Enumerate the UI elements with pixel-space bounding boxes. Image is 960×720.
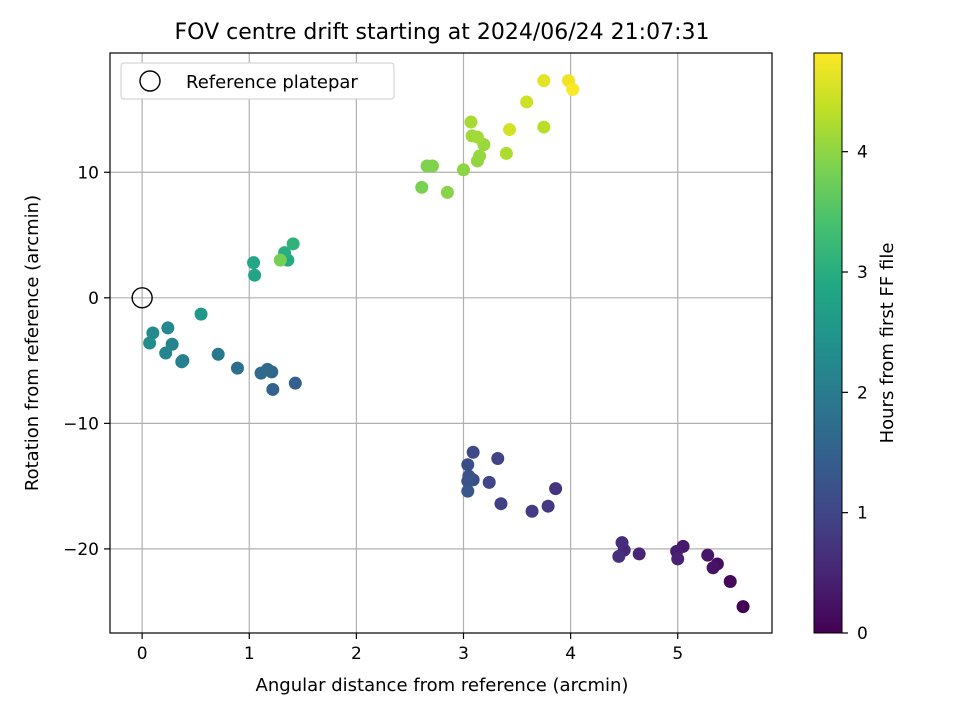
- scatter-point: [541, 499, 555, 513]
- scatter-point: [461, 474, 475, 488]
- scatter-point: [415, 180, 429, 194]
- scatter-point: [146, 326, 160, 340]
- legend-marker: [139, 70, 161, 92]
- scatter-point: [266, 382, 280, 396]
- scatter-point: [566, 82, 580, 96]
- colorbar-tick-label: 4: [857, 143, 868, 163]
- scatter-point: [537, 120, 551, 134]
- scatter-point: [440, 185, 454, 199]
- scatter-point: [230, 361, 244, 375]
- scatter-point: [286, 237, 300, 251]
- scatter-point: [499, 146, 513, 160]
- colorbar-tick-label: 1: [857, 504, 868, 524]
- scatter-point: [503, 123, 517, 137]
- scatter-point: [520, 95, 534, 109]
- legend-entry-label: Reference platepar: [186, 72, 358, 93]
- scatter-point: [466, 445, 480, 459]
- scatter-point: [175, 355, 189, 369]
- scatter-point: [706, 561, 720, 575]
- y-axis-label: Rotation from reference (arcmin): [22, 195, 43, 491]
- scatter-point: [736, 600, 750, 614]
- scatter-point: [161, 321, 175, 335]
- scatter-point: [211, 347, 225, 361]
- scatter-point: [461, 458, 475, 472]
- scatter-point: [549, 482, 563, 496]
- grid: [110, 53, 772, 633]
- legend: Reference platepar: [120, 62, 395, 100]
- scatter-point: [615, 536, 629, 550]
- colorbar: [813, 52, 843, 634]
- y-tick-label: 10: [77, 163, 99, 183]
- scatter-point: [723, 575, 737, 589]
- x-tick-label: 3: [458, 644, 469, 664]
- x-tick-label: 2: [351, 644, 362, 664]
- scatter-point: [247, 256, 261, 270]
- y-tick-label: −10: [63, 414, 99, 434]
- scatter-point: [470, 130, 484, 144]
- scatter-point: [143, 336, 157, 350]
- x-tick-label: 1: [244, 644, 255, 664]
- scatter-series: [131, 74, 750, 614]
- scatter-point: [159, 346, 173, 360]
- scatter-point: [537, 74, 551, 88]
- colorbar-ticks: 0 1 2 3 4: [842, 143, 868, 644]
- colorbar-label: Hours from first FF file: [877, 243, 898, 444]
- scatter-point: [425, 159, 439, 173]
- scatter-point: [494, 497, 508, 511]
- scatter-point: [248, 268, 262, 282]
- scatter-point: [456, 163, 470, 177]
- colorbar-tick-label: 0: [857, 624, 868, 644]
- scatter-point: [632, 547, 646, 561]
- scatter-point: [671, 552, 685, 566]
- scatter-point: [273, 253, 287, 267]
- scatter-point: [194, 307, 208, 321]
- axis-ticks: 0 1 2 3 4 5 −20 −10 0 10: [63, 163, 683, 664]
- legend-box: [120, 62, 395, 100]
- scatter-point: [482, 475, 496, 489]
- scatter-point: [254, 366, 268, 380]
- scatter-point: [612, 549, 626, 563]
- y-tick-label: 0: [88, 289, 99, 309]
- x-tick-label: 5: [672, 644, 683, 664]
- reference-marker: [131, 287, 153, 309]
- scatter-point: [461, 484, 475, 498]
- scatter-point: [491, 451, 505, 465]
- scatter-point: [525, 504, 539, 518]
- scatter-point: [464, 115, 478, 129]
- colorbar-tick-label: 3: [857, 263, 868, 283]
- y-tick-label: −20: [63, 540, 99, 560]
- scatter-point: [473, 149, 487, 163]
- scatter-point: [288, 376, 302, 390]
- x-tick-label: 4: [565, 644, 576, 664]
- scatter-point: [701, 548, 715, 562]
- x-tick-label: 0: [137, 644, 148, 664]
- plot-area: [109, 52, 773, 634]
- chart-title: FOV centre drift starting at 2024/06/24 …: [175, 20, 710, 45]
- colorbar-tick-label: 2: [857, 383, 868, 403]
- x-axis-label: Angular distance from reference (arcmin): [256, 675, 629, 696]
